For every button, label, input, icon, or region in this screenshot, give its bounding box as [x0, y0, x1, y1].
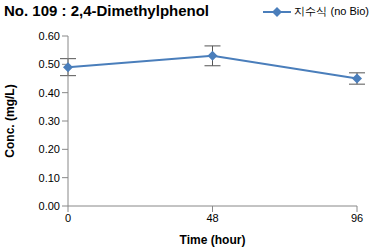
svg-text:0.10: 0.10	[39, 172, 60, 184]
html-text:No. 109 : 2,4-Dimethylphenol: No. 109 : 2,4-Dimethylphenol	[4, 2, 209, 19]
svg-text:Time (hour): Time (hour)	[180, 233, 246, 247]
html-text:지수식 (no Bio): 지수식 (no Bio)	[294, 5, 369, 17]
svg-text:Conc. (mg/L): Conc. (mg/L)	[8, 84, 17, 157]
svg-text:0.00: 0.00	[39, 200, 60, 212]
svg-text:0.50: 0.50	[39, 58, 60, 70]
svg-text:96: 96	[351, 212, 363, 224]
svg-text:0: 0	[65, 212, 71, 224]
svg-text:0.60: 0.60	[39, 30, 60, 42]
svg-text:0.40: 0.40	[39, 87, 60, 99]
svg-text:0.30: 0.30	[39, 115, 60, 127]
svg-text:0.20: 0.20	[39, 143, 60, 155]
svg-text:48: 48	[206, 212, 218, 224]
